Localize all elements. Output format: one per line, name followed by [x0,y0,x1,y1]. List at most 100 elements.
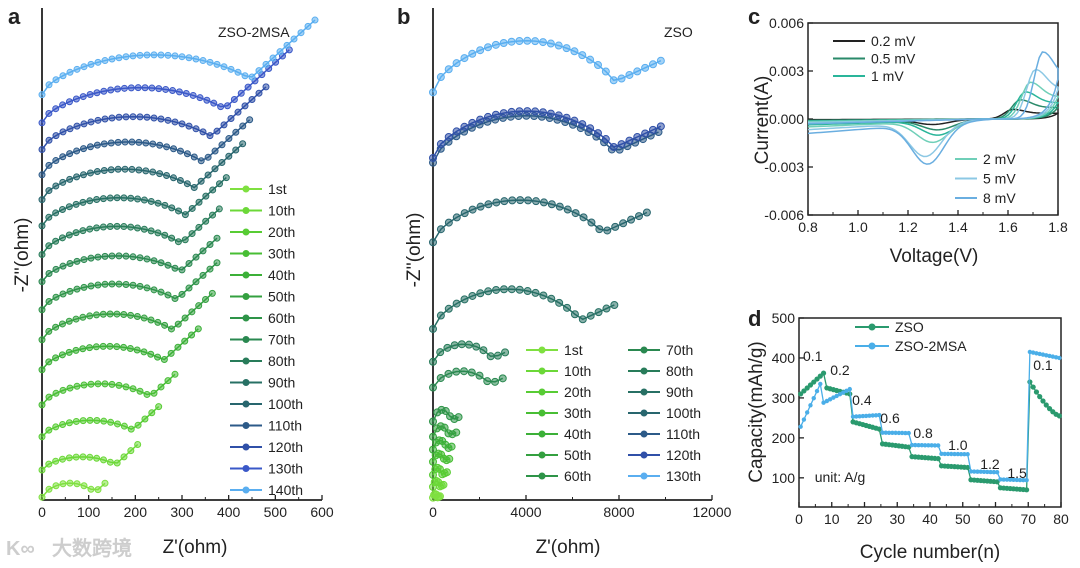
data-point [161,231,169,239]
data-point [909,442,915,448]
data-point [108,380,116,388]
data-point [988,469,993,475]
series-10th [38,440,142,474]
data-point [1034,351,1039,356]
curve-line [432,199,648,243]
data-point [129,113,137,121]
x-tick-label: 50 [955,511,971,527]
x-tick-label: 500 [264,504,288,520]
data-point [507,285,516,294]
panel-c-curves [807,51,1059,165]
data-point [143,390,151,398]
data-point [841,390,846,395]
data-point [863,413,869,419]
series-30th [429,449,454,466]
data-point [143,51,151,59]
data-point [154,318,162,326]
data-point [99,223,107,231]
panel-b-legend: 1st 10th 20th 30th 40th 50th 60th 70th 80th 90th 1… [526,342,701,484]
data-point [192,253,200,261]
data-point [129,253,137,261]
data-point [578,120,587,129]
watermark-text: 大数跨境 [52,536,132,560]
data-point [73,382,81,390]
rate-label: 1.2 [980,456,1000,472]
legend-label: 80th [268,353,295,369]
data-point [149,168,157,176]
data-point [1044,353,1049,358]
legend-label: 120th [666,447,701,463]
data-point [554,111,563,120]
data-point [129,385,137,393]
data-point [143,113,151,121]
data-point [65,419,73,427]
data-point [603,226,612,235]
legend-label: 10th [564,363,591,379]
data-point [827,397,833,402]
legend-marker [640,409,648,417]
data-point [115,252,123,260]
data-point [38,250,46,258]
data-point [59,290,67,298]
data-point [176,147,184,155]
data-point [627,215,636,224]
curve-line [432,40,662,93]
data-point [870,413,875,418]
data-point [896,430,902,436]
data-point [493,351,502,360]
data-point [949,451,954,457]
series-90th [38,174,230,230]
data-point [290,35,298,43]
data-point [304,22,312,30]
data-point [156,141,164,149]
data-point [195,198,203,206]
data-point [65,317,73,325]
data-point [99,195,107,203]
data-point [213,60,221,68]
data-point [79,313,87,321]
data-point [491,377,499,386]
data-point [157,288,165,296]
data-point [886,430,892,435]
data-point [468,118,477,127]
data-point [80,283,88,291]
data-point [429,238,437,247]
legend-item: 130th [230,461,303,477]
data-point [52,182,60,190]
data-point [122,113,130,121]
data-point [135,138,143,146]
data-point [185,260,193,268]
data-point [38,433,46,441]
panel-c-axes: 0.8 1.0 1.2 1.4 1.6 1.8 -0.006 -0.003 0.000 0.003… [764,15,1068,235]
data-point [86,225,94,233]
legend-label: 50th [268,289,295,305]
legend-label: 8 mV [983,190,1016,206]
data-point [192,278,200,286]
cv-curve-8mV [807,51,1059,165]
data-point [209,211,217,219]
data-point [188,331,196,339]
data-point [93,417,101,425]
data-point [801,417,807,422]
data-point [1024,478,1029,483]
data-point [562,44,571,53]
series-120th [429,107,665,162]
data-point [190,153,198,161]
data-point [844,388,849,394]
data-point [65,98,73,106]
data-point [202,296,210,304]
data-point [127,223,135,231]
legend-label: ZSO [895,319,924,335]
data-point [134,195,142,203]
data-point [59,153,67,161]
data-point [227,115,235,123]
data-point [617,74,626,83]
data-point [113,194,121,202]
data-point [106,223,114,231]
data-point [860,413,866,419]
series-30th [38,370,179,409]
data-point [985,469,990,475]
data-point [199,271,207,279]
data-point [499,38,508,47]
curve-line [41,328,199,371]
